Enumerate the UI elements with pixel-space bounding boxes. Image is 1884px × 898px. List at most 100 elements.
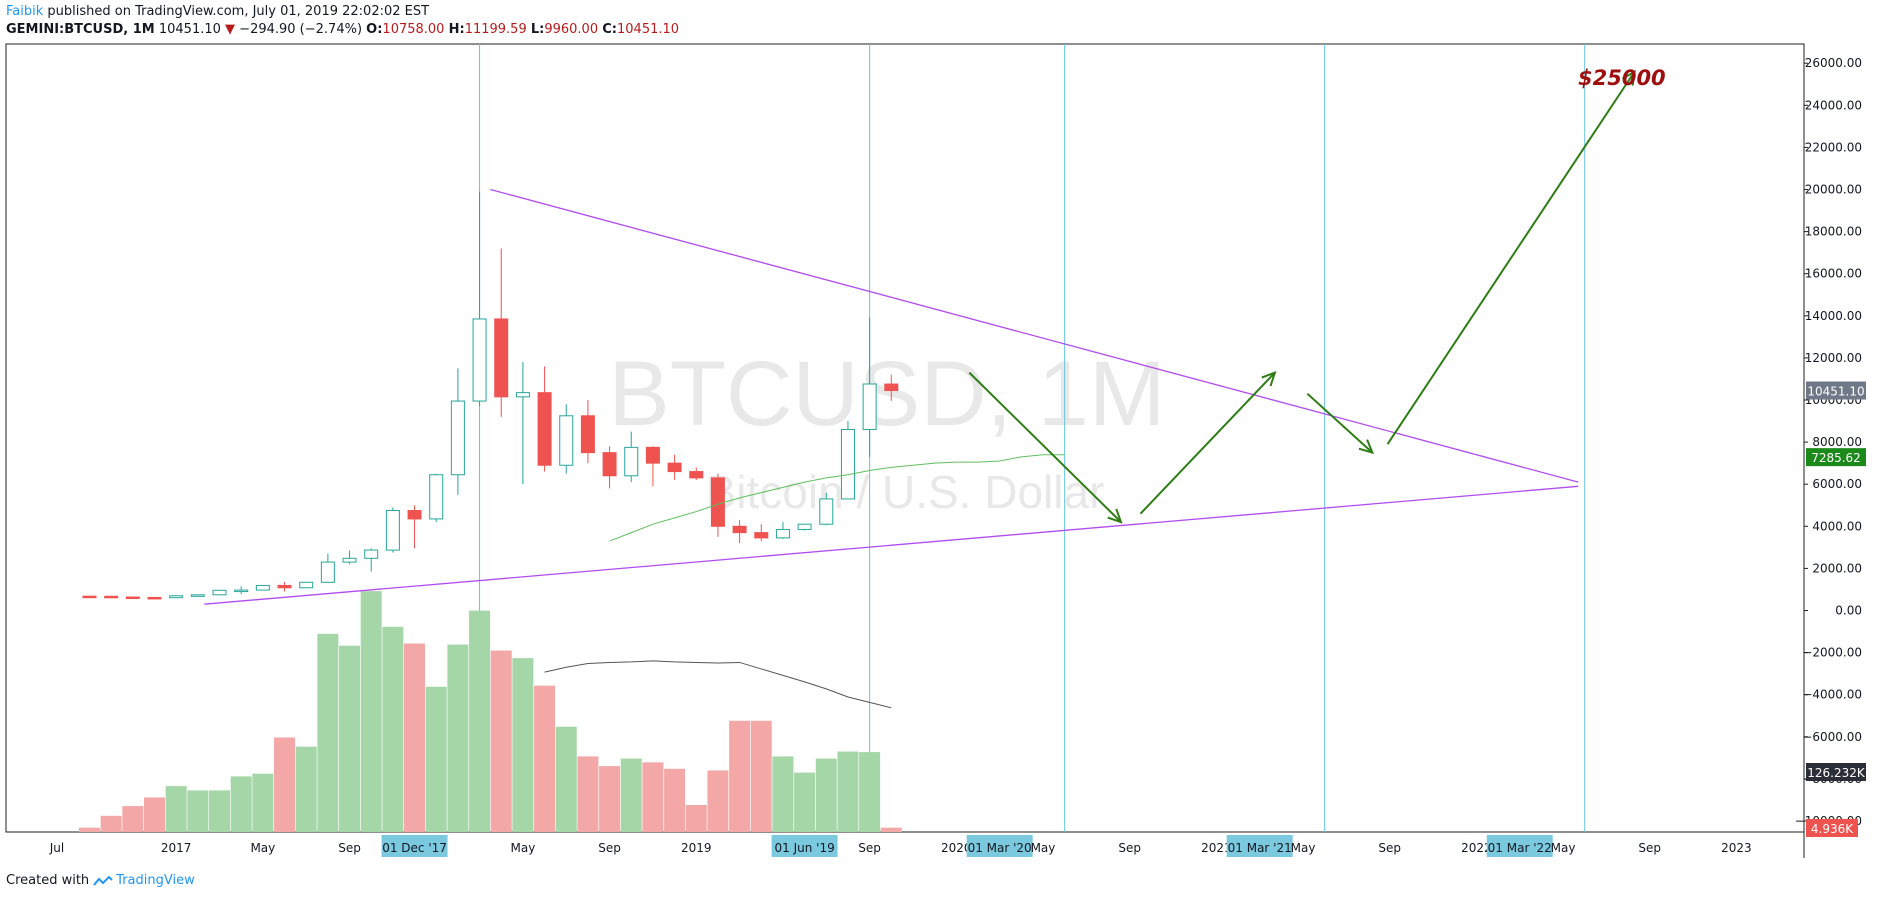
candle-body <box>797 523 812 530</box>
candle-body <box>212 589 227 596</box>
candle-body <box>602 452 617 477</box>
volume-bar <box>794 772 816 832</box>
candle-body <box>494 318 509 398</box>
candle <box>602 446 617 489</box>
x-tick-label: Sep <box>858 841 881 855</box>
candle-body <box>147 596 162 600</box>
y-tick-label: −4000.00 <box>1802 688 1862 702</box>
candle <box>385 507 400 553</box>
volume-bar <box>685 805 707 832</box>
volume-bar <box>859 752 881 832</box>
publish-info: Faibik published on TradingView.com, Jul… <box>6 3 429 21</box>
volume-bar <box>577 756 599 832</box>
volume-bar <box>317 633 339 832</box>
close-value: 10451.10 <box>617 22 680 37</box>
candle <box>125 596 140 600</box>
candle <box>472 191 487 407</box>
candle <box>407 505 422 549</box>
volume-last-bar-tag-text: 4.936K <box>1811 822 1854 836</box>
volume-bar <box>815 758 837 832</box>
y-tick-label: 20000.00 <box>1805 183 1862 197</box>
candle <box>515 362 530 485</box>
down-triangle-icon: ▼ <box>225 22 236 37</box>
candle-body <box>255 584 270 591</box>
candle-body <box>82 595 97 599</box>
arrow-shaft <box>1139 371 1276 515</box>
last-price-tag-text: 10451.10 <box>1807 385 1864 399</box>
volume-bar <box>209 790 231 832</box>
y-tick-label: 6000.00 <box>1812 477 1862 491</box>
candle-body <box>385 510 400 551</box>
watermark-title: BTCUSD, 1M <box>608 343 1165 445</box>
candle-body <box>689 471 704 479</box>
ticker-symbol: GEMINI:BTCUSD, 1M <box>6 22 155 37</box>
candle-body <box>884 383 899 392</box>
volume-bar <box>295 746 317 832</box>
volume-bar <box>772 756 794 832</box>
volume-ma-line <box>544 660 892 709</box>
ma-value-tag-bg <box>1806 448 1866 467</box>
candle-body <box>819 498 834 525</box>
candle <box>342 550 357 565</box>
volume-last-bar-tag: 4.936K <box>1806 819 1858 837</box>
candle-body <box>754 532 769 539</box>
author-link[interactable]: Faibik <box>6 4 44 19</box>
tradingview-link[interactable]: TradingView <box>93 872 195 890</box>
volume-bar <box>880 827 902 832</box>
date-highlight-box <box>771 835 838 857</box>
x-tick-label: 01 Mar '21 <box>1228 841 1292 855</box>
ma-value-tag: 7285.62 <box>1806 448 1866 467</box>
volume-bar <box>79 827 100 832</box>
candle <box>429 473 444 523</box>
volume-bar <box>512 658 534 832</box>
candle-body <box>234 589 249 593</box>
x-tick-label: May <box>1291 841 1316 855</box>
candle <box>450 368 465 495</box>
candle <box>320 553 335 583</box>
last-price: 10451.10 <box>158 22 221 37</box>
date-highlight-box <box>1486 835 1553 857</box>
volume-bar <box>165 786 187 832</box>
volume-bar <box>187 790 209 832</box>
volume-bar <box>469 610 491 832</box>
candle-body <box>407 510 422 520</box>
upper-trendline <box>490 188 1579 483</box>
volume-bar <box>447 644 469 832</box>
candle-body <box>104 595 119 599</box>
arrow-shaft <box>1386 71 1636 445</box>
volume-value-tag: 126.232K <box>1806 763 1866 781</box>
candle-body <box>559 415 574 466</box>
x-tick-label: 2019 <box>681 841 712 855</box>
projection-arrow <box>1306 392 1375 455</box>
footer: Created with TradingView <box>6 872 195 890</box>
candle <box>624 431 639 483</box>
candle-body <box>710 477 725 527</box>
candle <box>884 374 899 401</box>
x-tick-label: May <box>1031 841 1056 855</box>
candle-body <box>840 428 855 500</box>
volume-bar <box>144 797 166 832</box>
arrow-shaft <box>1306 392 1374 454</box>
y-tick-label: 4000.00 <box>1812 519 1862 533</box>
y-tick-label: 8000.00 <box>1812 435 1862 449</box>
candle-body <box>732 525 747 534</box>
open-label: O: <box>366 22 383 37</box>
x-tick-label: Sep <box>1638 841 1661 855</box>
close-label: C: <box>602 22 617 37</box>
x-tick-label: Jul <box>49 841 64 855</box>
volume-bar <box>707 770 729 832</box>
arrow-head <box>1622 69 1636 86</box>
volume-last-bar-tag-bg <box>1806 819 1858 837</box>
candle-body <box>537 392 552 466</box>
candle <box>645 446 660 487</box>
x-tick-label: Sep <box>1118 841 1141 855</box>
projection-arrow <box>968 371 1123 524</box>
publish-text: published on TradingView.com, July 01, 2… <box>43 4 430 19</box>
candle <box>364 548 379 572</box>
y-tick-label: 16000.00 <box>1805 267 1862 281</box>
created-with-text: Created with <box>6 873 90 888</box>
candle-body <box>342 557 357 563</box>
candle <box>537 366 552 472</box>
volume-bar <box>642 762 664 832</box>
